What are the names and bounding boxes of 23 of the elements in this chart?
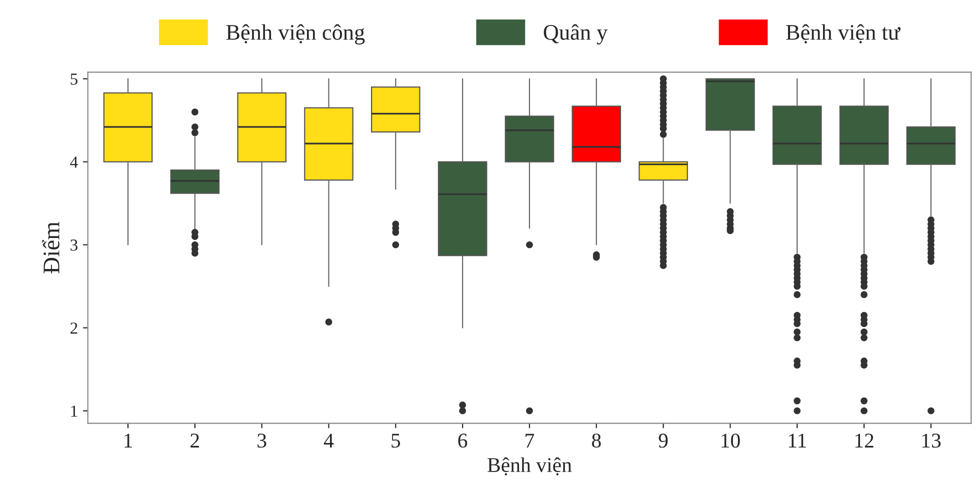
x-tick-label: 10 <box>722 434 740 448</box>
y-tick-label: 4 <box>70 156 78 168</box>
legend-label: Quân y <box>544 24 608 44</box>
legend-label: Bệnh viện tư <box>786 24 901 44</box>
x-tick-label: 7 <box>526 434 534 448</box>
x-tick-label: 3 <box>258 434 266 448</box>
x-tick-label: 11 <box>788 434 806 448</box>
x-tick-label: 8 <box>592 434 601 448</box>
x-tick-label: 13 <box>922 434 941 448</box>
x-tick-label: 1 <box>124 434 132 448</box>
x-tick-label: 9 <box>658 434 668 448</box>
y-tick-label: 3 <box>70 240 78 251</box>
x-tick-label: 12 <box>855 434 874 448</box>
y-tick-label: 1 <box>71 406 78 417</box>
x-tick-label: 4 <box>324 434 334 448</box>
legend-label: Bệnh viện công <box>226 24 365 44</box>
y-axis-title: Điểm <box>42 222 60 274</box>
y-tick-label: 5 <box>70 74 78 85</box>
x-tick-label: 6 <box>458 434 468 448</box>
x-tick-label: 5 <box>392 434 400 448</box>
y-tick-label: 2 <box>70 322 78 334</box>
x-axis-title: Bệnh viện <box>488 457 572 476</box>
x-tick-label: 2 <box>190 434 199 448</box>
